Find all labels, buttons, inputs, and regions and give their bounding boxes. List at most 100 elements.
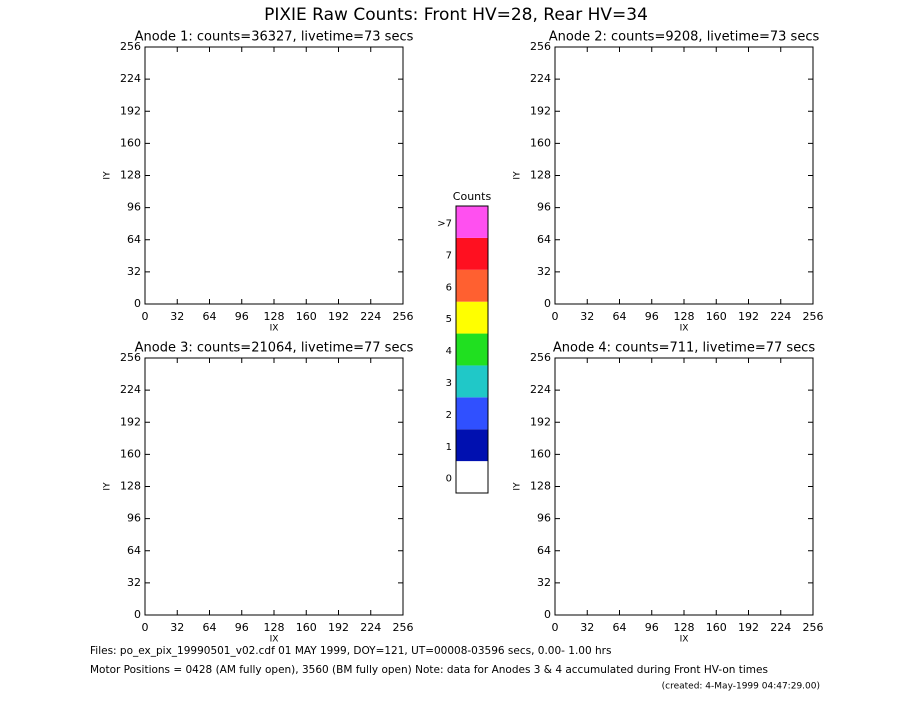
colorbar-label: 0	[446, 474, 452, 485]
figure-title: PIXIE Raw Counts: Front HV=28, Rear HV=3…	[264, 5, 648, 25]
x-tick-label: 32	[170, 621, 184, 634]
x-tick-label: 192	[738, 621, 759, 634]
y-tick-label: 128	[530, 169, 551, 182]
x-tick-label: 256	[803, 621, 824, 634]
y-tick-label: 32	[127, 576, 141, 589]
colorbar-label: 4	[446, 346, 452, 357]
x-tick-label: 256	[803, 310, 824, 323]
panel-title: Anode 2: counts=9208, livetime=73 secs	[549, 30, 820, 45]
x-tick-label: 224	[770, 310, 791, 323]
x-axis-label: IX	[680, 635, 689, 645]
x-tick-label: 256	[393, 310, 414, 323]
x-tick-label: 96	[235, 310, 249, 323]
colorbar-swatch	[456, 461, 488, 493]
colorbar-swatch	[456, 237, 488, 270]
y-tick-label: 0	[134, 297, 141, 310]
x-tick-label: 64	[613, 621, 627, 634]
colorbar-swatch	[456, 429, 488, 462]
colorbar-swatch	[456, 301, 488, 334]
x-tick-label: 256	[393, 621, 414, 634]
x-tick-label: 192	[328, 310, 349, 323]
colorbar-label: 7	[446, 250, 452, 261]
colorbar-label: >7	[437, 219, 452, 230]
colorbar-label: 6	[446, 282, 452, 293]
y-tick-label: 32	[537, 265, 551, 278]
x-tick-label: 224	[360, 621, 381, 634]
plot-area	[144, 46, 404, 305]
y-tick-label: 192	[530, 415, 551, 428]
colorbar-swatch	[456, 206, 488, 238]
x-tick-label: 96	[645, 621, 659, 634]
y-tick-label: 128	[120, 169, 141, 182]
x-axis-label: IX	[270, 635, 279, 645]
y-tick-label: 32	[127, 265, 141, 278]
x-tick-label: 192	[738, 310, 759, 323]
colorbar-frame	[455, 205, 489, 494]
x-tick-label: 0	[552, 310, 559, 323]
footer-line: (created: 4-May-1999 04:47:29.00)	[662, 682, 820, 692]
y-tick-label: 160	[120, 136, 141, 149]
x-tick-label: 64	[203, 310, 217, 323]
panel-title: Anode 1: counts=36327, livetime=73 secs	[135, 30, 414, 45]
y-tick-label: 256	[120, 40, 141, 53]
x-tick-label: 192	[328, 621, 349, 634]
y-tick-label: 224	[530, 72, 551, 85]
x-tick-label: 224	[360, 310, 381, 323]
x-axis-label: IX	[270, 324, 279, 334]
x-tick-label: 0	[552, 621, 559, 634]
y-axis-label: IY	[513, 482, 523, 491]
y-tick-label: 224	[120, 72, 141, 85]
panel-title: Anode 3: counts=21064, livetime=77 secs	[135, 341, 414, 356]
colorbar-swatch	[456, 365, 488, 398]
y-tick-label: 128	[530, 480, 551, 493]
y-axis-label: IY	[103, 482, 113, 491]
colorbar-swatch	[456, 333, 488, 366]
plot-area	[554, 46, 814, 305]
y-tick-label: 192	[120, 104, 141, 117]
x-tick-label: 160	[296, 621, 317, 634]
footer-line: Motor Positions = 0428 (AM fully open), …	[90, 664, 768, 676]
y-tick-label: 0	[544, 297, 551, 310]
y-tick-label: 96	[127, 201, 141, 214]
x-tick-label: 128	[264, 621, 285, 634]
x-tick-label: 32	[580, 310, 594, 323]
x-axis-label: IX	[680, 324, 689, 334]
x-tick-label: 160	[706, 310, 727, 323]
x-tick-label: 0	[142, 621, 149, 634]
y-tick-label: 96	[537, 512, 551, 525]
y-tick-label: 32	[537, 576, 551, 589]
y-tick-label: 96	[537, 201, 551, 214]
x-tick-label: 32	[580, 621, 594, 634]
x-tick-label: 64	[203, 621, 217, 634]
y-tick-label: 64	[537, 544, 551, 557]
y-tick-label: 224	[120, 383, 141, 396]
x-tick-label: 224	[770, 621, 791, 634]
y-tick-label: 224	[530, 383, 551, 396]
colorbar-label: 1	[446, 442, 452, 453]
y-tick-label: 160	[530, 136, 551, 149]
y-tick-label: 0	[544, 608, 551, 621]
y-tick-label: 160	[120, 447, 141, 460]
y-tick-label: 128	[120, 480, 141, 493]
x-tick-label: 96	[645, 310, 659, 323]
y-tick-label: 192	[530, 104, 551, 117]
x-tick-label: 96	[235, 621, 249, 634]
x-tick-label: 128	[674, 310, 695, 323]
y-tick-label: 64	[127, 233, 141, 246]
y-axis-label: IY	[103, 171, 113, 180]
x-tick-label: 64	[613, 310, 627, 323]
y-tick-label: 256	[120, 351, 141, 364]
x-tick-label: 32	[170, 310, 184, 323]
x-tick-label: 160	[296, 310, 317, 323]
x-tick-label: 0	[142, 310, 149, 323]
colorbar-title: Counts	[453, 190, 492, 203]
y-tick-label: 160	[530, 447, 551, 460]
y-tick-label: 64	[127, 544, 141, 557]
x-tick-label: 160	[706, 621, 727, 634]
x-tick-label: 128	[674, 621, 695, 634]
y-tick-label: 64	[537, 233, 551, 246]
y-tick-label: 0	[134, 608, 141, 621]
y-tick-label: 256	[530, 40, 551, 53]
colorbar-label: 2	[446, 410, 452, 421]
y-tick-label: 256	[530, 351, 551, 364]
